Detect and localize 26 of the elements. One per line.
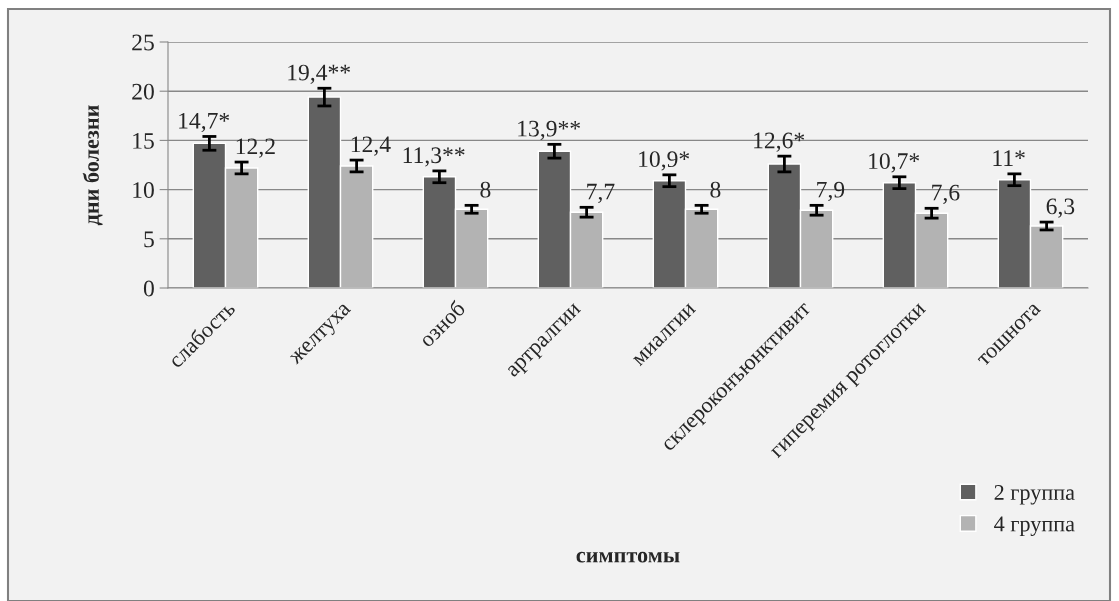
y-tick-label: 0 [143,280,154,297]
y-tick-label: 10 [133,182,154,199]
data-label: 10,9* [639,151,690,171]
y-tick-label: 15 [133,133,154,149]
data-label: 13,9** [518,120,580,140]
data-label: 8 [480,181,491,198]
x-axis-title: симптомы [576,551,680,563]
data-label: 12,6* [754,132,805,152]
data-label: 7,9 [817,181,845,201]
legend-label: 4 группа [994,516,1075,536]
data-label: 12,2 [236,138,275,158]
y-tick-label: 25 [132,34,154,51]
y-tick-label: 5 [144,231,154,248]
y-axis-title: дни болезни [82,105,103,226]
legend-label: 2 группа [994,485,1075,505]
data-label: 11* [993,150,1025,166]
data-label: 6,3 [1046,198,1075,218]
data-label: 7,7 [587,183,615,203]
data-label: 12,4 [351,136,391,156]
data-label: 11,3** [403,147,465,167]
data-label: 10,7* [869,153,920,173]
y-tick-label: 20 [132,83,154,100]
data-label: 14,7* [179,112,230,133]
data-label: 7,6 [932,184,960,204]
data-label: 8 [710,181,721,198]
data-label: 19,4** [288,64,350,84]
